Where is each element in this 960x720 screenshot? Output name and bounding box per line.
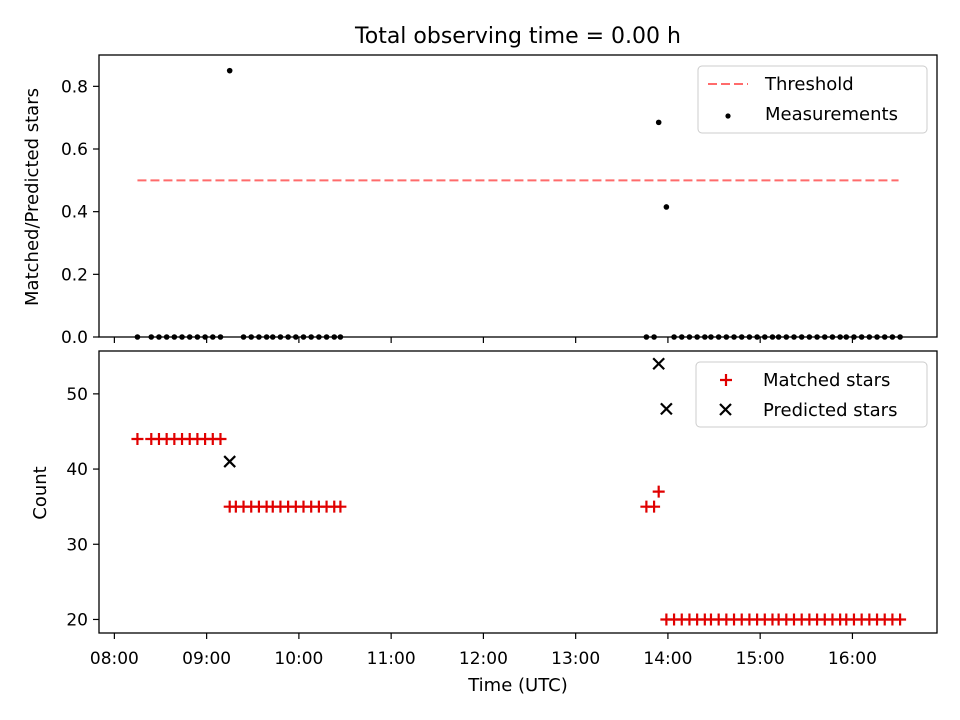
x-tick-label: 09:00 bbox=[182, 649, 231, 669]
matched-star-point bbox=[894, 613, 907, 626]
measurement-point bbox=[655, 119, 662, 126]
top-y-tick-label: 0.6 bbox=[61, 140, 88, 160]
predicted-legend-marker bbox=[719, 403, 732, 416]
matched-legend-label: Matched stars bbox=[763, 370, 890, 391]
predicted-star-point bbox=[660, 402, 673, 416]
x-axis-label: Time (UTC) bbox=[467, 675, 568, 696]
matched-star-point bbox=[334, 500, 347, 513]
top-legend: Threshold Measurements bbox=[697, 65, 928, 134]
top-panel: 0.00.20.40.60.8 Matched/Predicted stars … bbox=[22, 54, 938, 348]
top-y-axis-label: Matched/Predicted stars bbox=[22, 88, 43, 306]
top-legend-box bbox=[697, 65, 928, 134]
x-tick-label: 12:00 bbox=[459, 649, 508, 669]
x-tick-label: 11:00 bbox=[367, 649, 416, 669]
x-tick-label: 10:00 bbox=[274, 649, 323, 669]
bottom-y-tick-label: 30 bbox=[66, 535, 88, 555]
x-tick-label: 14:00 bbox=[643, 649, 692, 669]
bottom-legend: Matched stars Predicted stars bbox=[695, 361, 928, 428]
measurement-point bbox=[663, 204, 670, 210]
top-y-tick-label: 0.0 bbox=[61, 328, 88, 348]
top-y-tick-label: 0.4 bbox=[61, 203, 88, 223]
top-axes-frame bbox=[98, 54, 938, 338]
predicted-legend-label: Predicted stars bbox=[763, 400, 897, 421]
x-tick-label: 15:00 bbox=[736, 649, 785, 669]
x-tick-label: 08:00 bbox=[90, 649, 139, 669]
matched-star-point bbox=[214, 432, 227, 445]
x-tick-label: 13:00 bbox=[551, 649, 600, 669]
matched-legend-marker bbox=[720, 374, 732, 386]
bottom-legend-box bbox=[695, 361, 928, 428]
bottom-y-tick-label: 50 bbox=[66, 385, 88, 405]
measurements-legend-marker bbox=[725, 113, 731, 119]
chart-title: Total observing time = 0.00 h bbox=[354, 24, 681, 49]
top-y-tick-label: 0.8 bbox=[61, 77, 88, 97]
matched-star-point bbox=[652, 485, 665, 498]
predicted-star-point bbox=[652, 357, 665, 371]
measurements-legend-label: Measurements bbox=[765, 104, 898, 125]
bottom-panel: 20 30 40 50 08:00 09:00 10:00 11:00 12:00 13:00 14… bbox=[30, 350, 938, 696]
bottom-plot-area: 20 30 40 50 08:00 09:00 10:00 11:00 12:00 13:00 14… bbox=[66, 357, 907, 669]
bottom-axes-frame bbox=[98, 350, 938, 634]
bottom-y-tick-label: 20 bbox=[66, 610, 88, 630]
predicted-star-point bbox=[223, 455, 236, 468]
matched-star-point bbox=[131, 432, 144, 445]
bottom-y-tick-label: 40 bbox=[66, 460, 88, 480]
measurement-point bbox=[226, 67, 233, 74]
threshold-legend-label: Threshold bbox=[764, 74, 854, 95]
bottom-y-axis-label: Count bbox=[30, 466, 51, 519]
top-y-tick-label: 0.2 bbox=[61, 265, 88, 285]
matched-star-point bbox=[648, 500, 661, 513]
x-tick-label: 16:00 bbox=[828, 649, 877, 669]
